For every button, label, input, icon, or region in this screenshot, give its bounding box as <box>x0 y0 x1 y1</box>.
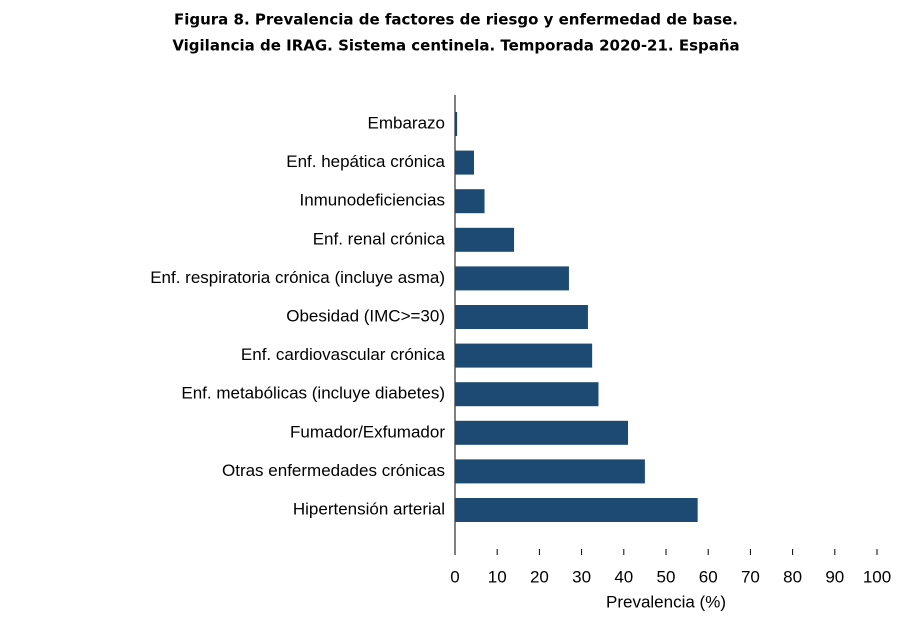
x-tick-label: 90 <box>825 567 844 586</box>
x-tick-label: 60 <box>699 567 718 586</box>
x-tick-label: 0 <box>450 567 459 586</box>
bar <box>455 227 515 252</box>
x-tick-label: 20 <box>530 567 549 586</box>
x-tick-label: 30 <box>572 567 591 586</box>
x-axis-title: Prevalencia (%) <box>606 592 726 611</box>
bar <box>455 112 458 136</box>
y-tick-label: Obesidad (IMC>=30) <box>286 306 445 325</box>
x-tick-label: 100 <box>863 567 891 586</box>
y-tick-label: Inmunodeficiencias <box>299 191 445 210</box>
bar <box>455 459 645 484</box>
x-tick-label: 80 <box>783 567 802 586</box>
y-tick-label: Enf. hepática crónica <box>286 152 445 171</box>
bar <box>455 343 593 368</box>
y-tick-label: Hipertensión arterial <box>293 499 445 518</box>
chart-subtitle: Vigilancia de IRAG. Sistema centinela. T… <box>172 37 739 55</box>
bar <box>455 266 569 291</box>
y-tick-label: Fumador/Exfumador <box>290 422 445 441</box>
y-tick-label: Enf. metabólicas (incluye diabetes) <box>181 384 445 403</box>
bar <box>455 150 474 175</box>
y-tick-label: Embarazo <box>368 113 445 132</box>
x-tick-label: 70 <box>741 567 760 586</box>
chart-title: Figura 8. Prevalencia de factores de rie… <box>174 11 738 29</box>
y-tick-label: Otras enfermedades crónicas <box>222 461 445 480</box>
bar <box>455 382 599 407</box>
bar <box>455 498 698 522</box>
x-tick-label: 40 <box>614 567 633 586</box>
bar <box>455 420 629 445</box>
y-tick-label: Enf. respiratoria crónica (incluye asma) <box>150 268 445 287</box>
x-tick-label: 10 <box>488 567 507 586</box>
bar <box>455 305 588 329</box>
x-tick-label: 50 <box>657 567 676 586</box>
y-tick-label: Enf. cardiovascular crónica <box>241 345 446 364</box>
bar <box>455 189 485 214</box>
y-tick-label: Enf. renal crónica <box>313 229 446 248</box>
